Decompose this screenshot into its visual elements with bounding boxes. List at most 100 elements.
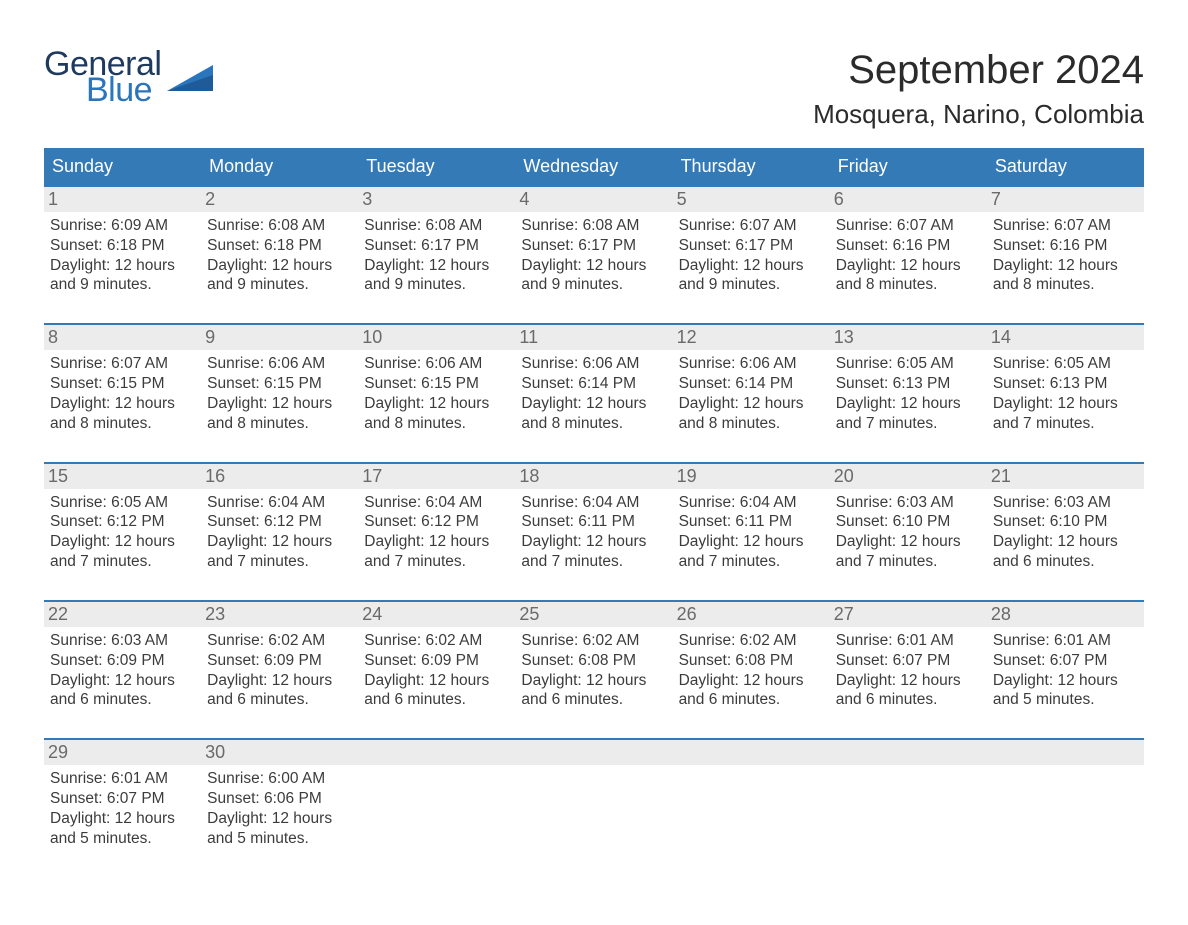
daylight-text: Daylight: 12 hours and 7 minutes. <box>836 532 981 572</box>
calendar-day-cell: 25Sunrise: 6:02 AMSunset: 6:08 PMDayligh… <box>515 601 672 739</box>
daylight-text: Daylight: 12 hours and 6 minutes. <box>836 671 981 711</box>
calendar-day-cell: 22Sunrise: 6:03 AMSunset: 6:09 PMDayligh… <box>44 601 201 739</box>
day-number: 23 <box>201 602 358 627</box>
sunrise-text: Sunrise: 6:03 AM <box>993 493 1138 513</box>
calendar-day-cell: 16Sunrise: 6:04 AMSunset: 6:12 PMDayligh… <box>201 463 358 601</box>
day-info: Sunrise: 6:01 AMSunset: 6:07 PMDaylight:… <box>989 631 1138 710</box>
sunrise-text: Sunrise: 6:05 AM <box>836 354 981 374</box>
daylight-text: Daylight: 12 hours and 5 minutes. <box>50 809 195 849</box>
calendar-day-cell: 7Sunrise: 6:07 AMSunset: 6:16 PMDaylight… <box>987 186 1144 324</box>
calendar-week-row: 22Sunrise: 6:03 AMSunset: 6:09 PMDayligh… <box>44 601 1144 739</box>
sunrise-text: Sunrise: 6:04 AM <box>521 493 666 513</box>
day-number: 9 <box>201 325 358 350</box>
day-number: 26 <box>673 602 830 627</box>
weekday-header: Thursday <box>673 148 830 186</box>
day-number: 8 <box>44 325 201 350</box>
sunrise-text: Sunrise: 6:05 AM <box>50 493 195 513</box>
day-number: 3 <box>358 187 515 212</box>
day-number: 27 <box>830 602 987 627</box>
day-info: Sunrise: 6:03 AMSunset: 6:10 PMDaylight:… <box>989 493 1138 572</box>
weekday-header: Friday <box>830 148 987 186</box>
day-info: Sunrise: 6:08 AMSunset: 6:17 PMDaylight:… <box>517 216 666 295</box>
day-number: 14 <box>987 325 1144 350</box>
sunrise-text: Sunrise: 6:02 AM <box>679 631 824 651</box>
day-info: Sunrise: 6:06 AMSunset: 6:14 PMDaylight:… <box>675 354 824 433</box>
sunrise-text: Sunrise: 6:07 AM <box>679 216 824 236</box>
weekday-header: Tuesday <box>358 148 515 186</box>
sunrise-text: Sunrise: 6:09 AM <box>50 216 195 236</box>
daylight-text: Daylight: 12 hours and 8 minutes. <box>521 394 666 434</box>
daylight-text: Daylight: 12 hours and 7 minutes. <box>993 394 1138 434</box>
sunrise-text: Sunrise: 6:06 AM <box>679 354 824 374</box>
header-row: General Blue September 2024 Mosquera, Na… <box>44 48 1144 130</box>
daylight-text: Daylight: 12 hours and 6 minutes. <box>993 532 1138 572</box>
calendar-day-cell: 12Sunrise: 6:06 AMSunset: 6:14 PMDayligh… <box>673 324 830 462</box>
sunrise-text: Sunrise: 6:03 AM <box>836 493 981 513</box>
daylight-text: Daylight: 12 hours and 7 minutes. <box>521 532 666 572</box>
flag-icon <box>167 65 213 91</box>
day-info: Sunrise: 6:06 AMSunset: 6:15 PMDaylight:… <box>203 354 352 433</box>
day-info: Sunrise: 6:02 AMSunset: 6:09 PMDaylight:… <box>203 631 352 710</box>
sunrise-text: Sunrise: 6:01 AM <box>993 631 1138 651</box>
day-info: Sunrise: 6:01 AMSunset: 6:07 PMDaylight:… <box>832 631 981 710</box>
calendar-day-cell: 5Sunrise: 6:07 AMSunset: 6:17 PMDaylight… <box>673 186 830 324</box>
daylight-text: Daylight: 12 hours and 7 minutes. <box>364 532 509 572</box>
day-number: 7 <box>987 187 1144 212</box>
weekday-header: Saturday <box>987 148 1144 186</box>
calendar-week-row: 15Sunrise: 6:05 AMSunset: 6:12 PMDayligh… <box>44 463 1144 601</box>
sunset-text: Sunset: 6:11 PM <box>679 512 824 532</box>
day-info: Sunrise: 6:08 AMSunset: 6:18 PMDaylight:… <box>203 216 352 295</box>
sunrise-text: Sunrise: 6:01 AM <box>50 769 195 789</box>
daylight-text: Daylight: 12 hours and 7 minutes. <box>50 532 195 572</box>
sunrise-text: Sunrise: 6:07 AM <box>836 216 981 236</box>
day-info: Sunrise: 6:00 AMSunset: 6:06 PMDaylight:… <box>203 769 352 848</box>
calendar-day-cell: 3Sunrise: 6:08 AMSunset: 6:17 PMDaylight… <box>358 186 515 324</box>
day-info: Sunrise: 6:04 AMSunset: 6:11 PMDaylight:… <box>675 493 824 572</box>
day-number: 21 <box>987 464 1144 489</box>
sunset-text: Sunset: 6:06 PM <box>207 789 352 809</box>
day-number: 30 <box>201 740 358 765</box>
day-number: 11 <box>515 325 672 350</box>
sunset-text: Sunset: 6:17 PM <box>521 236 666 256</box>
sunset-text: Sunset: 6:14 PM <box>521 374 666 394</box>
daylight-text: Daylight: 12 hours and 8 minutes. <box>836 256 981 296</box>
sunset-text: Sunset: 6:10 PM <box>836 512 981 532</box>
calendar-day-cell: 1Sunrise: 6:09 AMSunset: 6:18 PMDaylight… <box>44 186 201 324</box>
calendar-day-cell: 2Sunrise: 6:08 AMSunset: 6:18 PMDaylight… <box>201 186 358 324</box>
sunset-text: Sunset: 6:16 PM <box>993 236 1138 256</box>
sunset-text: Sunset: 6:10 PM <box>993 512 1138 532</box>
calendar-day-cell: 14Sunrise: 6:05 AMSunset: 6:13 PMDayligh… <box>987 324 1144 462</box>
calendar-day-cell: 18Sunrise: 6:04 AMSunset: 6:11 PMDayligh… <box>515 463 672 601</box>
sunset-text: Sunset: 6:13 PM <box>836 374 981 394</box>
daylight-text: Daylight: 12 hours and 7 minutes. <box>207 532 352 572</box>
day-info: Sunrise: 6:03 AMSunset: 6:09 PMDaylight:… <box>46 631 195 710</box>
sunrise-text: Sunrise: 6:08 AM <box>521 216 666 236</box>
sunset-text: Sunset: 6:15 PM <box>50 374 195 394</box>
day-number: 17 <box>358 464 515 489</box>
weekday-header: Monday <box>201 148 358 186</box>
sunrise-text: Sunrise: 6:04 AM <box>364 493 509 513</box>
day-number <box>987 740 1144 765</box>
day-number <box>830 740 987 765</box>
daylight-text: Daylight: 12 hours and 7 minutes. <box>836 394 981 434</box>
day-info: Sunrise: 6:04 AMSunset: 6:12 PMDaylight:… <box>360 493 509 572</box>
calendar-day-cell: 19Sunrise: 6:04 AMSunset: 6:11 PMDayligh… <box>673 463 830 601</box>
calendar-day-cell: 9 Sunrise: 6:06 AMSunset: 6:15 PMDaylight… <box>201 324 358 462</box>
sunrise-text: Sunrise: 6:02 AM <box>521 631 666 651</box>
day-info: Sunrise: 6:02 AMSunset: 6:09 PMDaylight:… <box>360 631 509 710</box>
day-number <box>358 740 515 765</box>
sunset-text: Sunset: 6:18 PM <box>50 236 195 256</box>
month-title: September 2024 <box>813 48 1144 93</box>
daylight-text: Daylight: 12 hours and 8 minutes. <box>364 394 509 434</box>
sunset-text: Sunset: 6:12 PM <box>50 512 195 532</box>
calendar-day-cell: 28Sunrise: 6:01 AMSunset: 6:07 PMDayligh… <box>987 601 1144 739</box>
day-number: 4 <box>515 187 672 212</box>
daylight-text: Daylight: 12 hours and 9 minutes. <box>679 256 824 296</box>
sunset-text: Sunset: 6:15 PM <box>207 374 352 394</box>
sunset-text: Sunset: 6:07 PM <box>993 651 1138 671</box>
daylight-text: Daylight: 12 hours and 8 minutes. <box>50 394 195 434</box>
daylight-text: Daylight: 12 hours and 6 minutes. <box>50 671 195 711</box>
calendar-day-cell: 27 Sunrise: 6:01 AMSunset: 6:07 PMDayligh… <box>830 601 987 739</box>
sunrise-text: Sunrise: 6:02 AM <box>207 631 352 651</box>
calendar-day-cell <box>358 739 515 876</box>
